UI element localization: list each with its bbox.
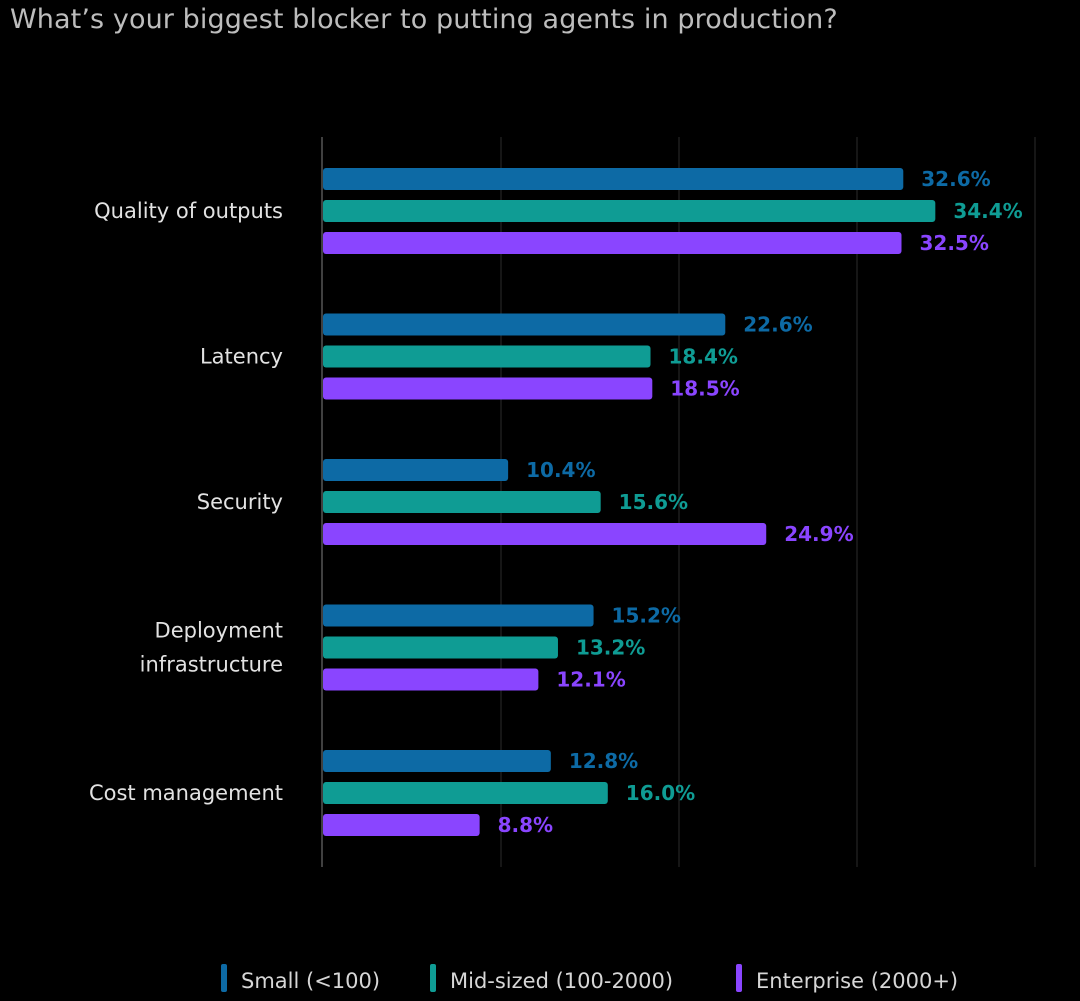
data-label: 16.0%: [626, 781, 695, 805]
data-label: 22.6%: [743, 313, 812, 337]
bar: [323, 459, 509, 481]
data-label: 24.9%: [784, 522, 853, 546]
category-label: Deployment: [155, 619, 283, 643]
bar: [323, 491, 601, 513]
data-label: 32.5%: [920, 231, 989, 255]
bar: [323, 377, 653, 400]
data-label: 10.4%: [526, 458, 595, 482]
legend-label: Small (<100): [241, 969, 380, 993]
bar: [323, 668, 539, 691]
data-label: 18.5%: [670, 377, 739, 401]
data-label: 8.8%: [498, 813, 553, 837]
bar: [323, 523, 767, 545]
legend-label: Enterprise (2000+): [756, 969, 958, 993]
chart-title: What’s your biggest blocker to putting a…: [10, 4, 838, 35]
bar: [323, 750, 551, 772]
data-label: 13.2%: [576, 636, 645, 660]
bar: [323, 168, 904, 190]
bar: [323, 814, 480, 836]
legend-swatch: [430, 964, 436, 992]
bar: [323, 604, 594, 627]
bar: [323, 200, 936, 222]
legend-label: Mid-sized (100-2000): [450, 969, 673, 993]
legend-swatch: [736, 964, 742, 992]
data-label: 15.2%: [612, 604, 681, 628]
category-label: Security: [197, 490, 283, 514]
data-label: 32.6%: [921, 167, 990, 191]
category-label: infrastructure: [140, 653, 283, 677]
data-label: 34.4%: [953, 199, 1022, 223]
bar: [323, 636, 558, 659]
bar: [323, 782, 608, 804]
bar: [323, 232, 902, 254]
bar: [323, 345, 651, 368]
data-label: 12.8%: [569, 749, 638, 773]
data-label: 12.1%: [556, 668, 625, 692]
legend-swatch: [221, 964, 227, 992]
category-label: Cost management: [89, 781, 283, 805]
data-label: 15.6%: [619, 490, 688, 514]
category-label: Latency: [200, 345, 283, 369]
category-label: Quality of outputs: [94, 199, 283, 223]
bar: [323, 313, 726, 336]
data-label: 18.4%: [669, 345, 738, 369]
